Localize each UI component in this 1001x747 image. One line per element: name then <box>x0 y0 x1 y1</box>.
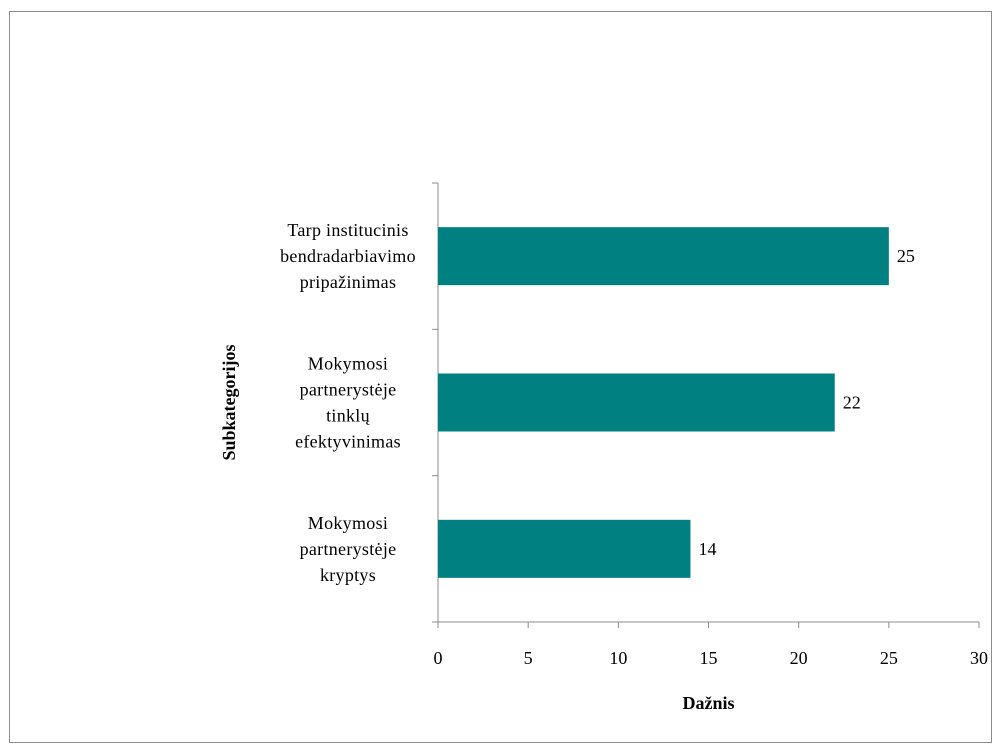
x-tick-label: 0 <box>434 648 443 668</box>
category-label: Mokymosi partnerystėje tinklų efektyvinimas <box>295 354 401 452</box>
bar <box>438 373 835 432</box>
x-tick-label: 25 <box>880 648 898 668</box>
category-label: Tarp institucinis bendradarbiavimo pripaži… <box>280 220 416 292</box>
data-label: 22 <box>843 393 861 413</box>
category-label-line: Mokymosi <box>308 354 388 374</box>
x-tick-label: 20 <box>790 648 808 668</box>
x-tick-labels: 0 5 10 15 20 25 30 <box>434 648 989 668</box>
bar <box>438 519 691 578</box>
bar <box>438 227 889 286</box>
x-tick-label: 15 <box>700 648 718 668</box>
category-label-line: partnerystėje <box>300 539 397 559</box>
x-tick-label: 10 <box>609 648 627 668</box>
category-label-line: tinklų <box>326 406 371 426</box>
category-label-line: kryptys <box>320 565 376 585</box>
x-axis-title: Dažnis <box>682 693 734 713</box>
category-label-line: bendradarbiavimo <box>280 246 416 266</box>
category-label-line: pripažinimas <box>300 272 397 292</box>
category-labels: Tarp institucinis bendradarbiavimo pripaži… <box>280 220 416 585</box>
category-label-line: Tarp institucinis <box>287 220 408 240</box>
category-label-line: efektyvinimas <box>295 432 401 452</box>
x-tick-label: 5 <box>524 648 533 668</box>
data-label: 25 <box>897 246 915 266</box>
y-axis-title: Subkategorijos <box>219 344 239 460</box>
category-label-line: Mokymosi <box>308 513 388 533</box>
category-label-line: partnerystėje <box>300 380 397 400</box>
x-tick-label: 30 <box>970 648 988 668</box>
category-label: Mokymosi partnerystėje kryptys <box>300 513 397 585</box>
bars <box>438 227 889 578</box>
data-label: 14 <box>698 539 716 559</box>
data-labels: 25 22 14 <box>698 246 914 559</box>
